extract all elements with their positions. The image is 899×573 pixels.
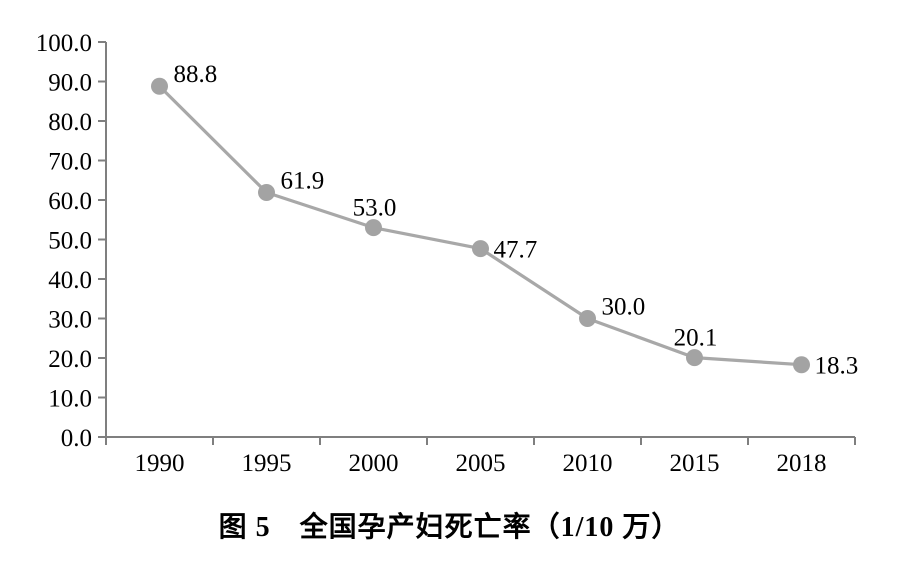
data-point-marker (365, 219, 382, 237)
y-axis-tick-label: 50.0 (48, 228, 92, 255)
data-point-label: 47.7 (494, 237, 538, 264)
x-axis-tick-label: 2005 (456, 450, 506, 477)
x-axis-tick-label: 2018 (777, 450, 827, 477)
x-axis-tick-label: 1990 (135, 450, 185, 477)
data-point-marker (793, 356, 810, 374)
data-point-label: 61.9 (281, 167, 325, 194)
y-axis-tick-label: 10.0 (48, 386, 92, 413)
x-axis-tick-label: 1995 (242, 450, 292, 477)
data-point-label: 18.3 (815, 353, 859, 380)
x-axis-tick-label: 2010 (563, 450, 613, 477)
x-axis-tick-label: 2015 (670, 450, 720, 477)
y-axis-tick-label: 70.0 (48, 149, 92, 176)
y-axis-tick-label: 60.0 (48, 188, 92, 215)
chart-caption: 图 5 全国孕产妇死亡率（1/10 万） (218, 512, 681, 543)
series-line (157, 84, 804, 367)
line-chart: 0.0 10.0 20.0 30.0 40.0 50.0 60.0 70.0 80.0 90.0 1… (36, 30, 859, 477)
y-axis-tick-label: 0.0 (61, 425, 92, 452)
data-point-marker (579, 310, 596, 327)
data-point-label: 30.0 (602, 294, 646, 321)
y-axis-tick-label: 80.0 (48, 109, 92, 136)
data-point-label: 53.0 (353, 195, 397, 222)
y-axis-tick-label: 30.0 (48, 307, 92, 334)
data-point-marker (151, 77, 168, 95)
data-point-label: 88.8 (174, 61, 218, 88)
data-point-marker (258, 183, 275, 201)
y-axis-tick-label: 90.0 (48, 70, 92, 97)
y-axis-tick-label: 40.0 (48, 267, 92, 294)
data-point-marker (472, 240, 489, 258)
x-axis-tick-label: 2000 (349, 450, 399, 477)
data-point-label: 20.1 (674, 325, 718, 352)
data-point-marker (686, 349, 703, 367)
y-axis-tick-label: 100.0 (36, 30, 92, 57)
y-axis-tick-label: 20.0 (48, 346, 92, 373)
